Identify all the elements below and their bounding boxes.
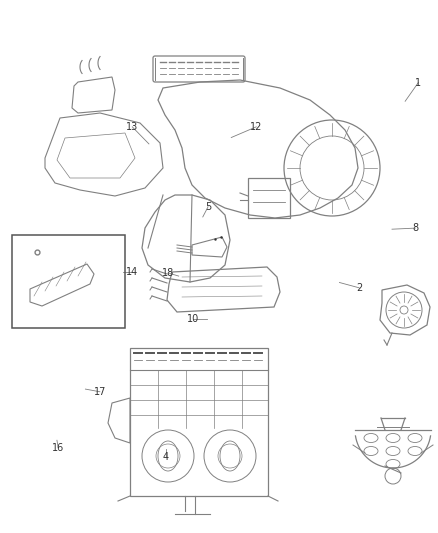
Text: 4: 4 xyxy=(162,453,169,462)
Text: 12: 12 xyxy=(250,122,262,132)
Text: 17: 17 xyxy=(94,387,106,397)
Text: 18: 18 xyxy=(162,268,174,278)
Text: 10: 10 xyxy=(187,314,199,324)
Text: 8: 8 xyxy=(412,223,418,233)
Text: 2: 2 xyxy=(356,283,362,293)
Bar xyxy=(130,348,268,496)
Text: 16: 16 xyxy=(52,443,64,453)
Text: 14: 14 xyxy=(126,267,138,277)
Bar xyxy=(248,178,290,218)
Text: 1: 1 xyxy=(415,78,421,87)
Text: 5: 5 xyxy=(205,202,211,212)
Text: 13: 13 xyxy=(126,122,138,132)
Bar xyxy=(12,235,125,328)
